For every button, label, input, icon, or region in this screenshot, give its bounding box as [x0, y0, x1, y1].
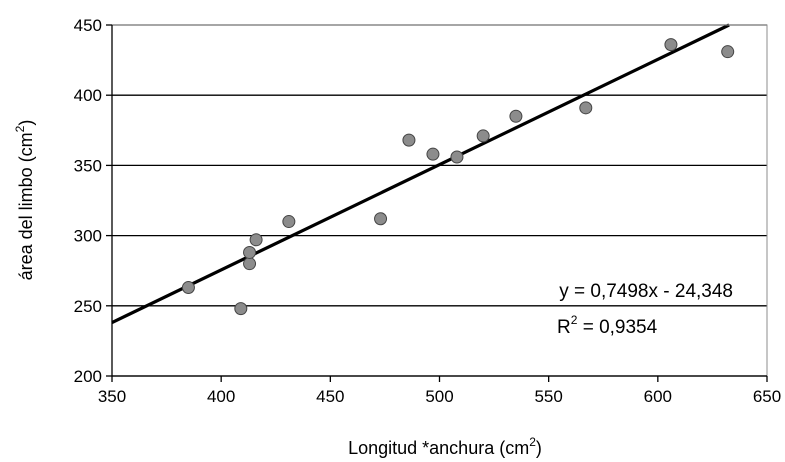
data-point: [402, 133, 416, 147]
data-point: [450, 150, 464, 164]
y-tick-label: 350: [74, 156, 102, 175]
trendline: [111, 23, 730, 324]
data-point: [249, 233, 263, 247]
data-point: [243, 257, 257, 271]
y-tick-label: 450: [74, 16, 102, 35]
x-tick-label: 450: [316, 387, 344, 406]
y-axis-title: área del limbo (cm2): [13, 120, 36, 281]
data-point: [509, 109, 523, 123]
y-tick-label: 400: [74, 86, 102, 105]
x-tick-label: 500: [425, 387, 453, 406]
trendline-layer: [111, 23, 730, 324]
y-tick-labels: 200 250 300 350 400 450: [74, 16, 112, 386]
y-tick-label: 200: [74, 367, 102, 386]
x-tick-label: 400: [207, 387, 235, 406]
data-points: [181, 38, 735, 316]
x-tick-label: 350: [98, 387, 126, 406]
data-point: [476, 129, 490, 143]
data-point: [282, 215, 296, 229]
y-tick-label: 250: [74, 297, 102, 316]
x-tick-label: 650: [753, 387, 781, 406]
x-axis-title: Longitud *anchura (cm2): [348, 435, 542, 458]
r-squared-label: R2 = 0,9354: [557, 313, 658, 338]
data-point: [234, 302, 248, 316]
data-point: [426, 147, 440, 161]
data-point: [374, 212, 388, 226]
data-point: [721, 45, 735, 59]
trendline-equation: y = 0,7498x - 24,348: [559, 281, 733, 302]
x-tick-label: 600: [644, 387, 672, 406]
x-tick-label: 550: [534, 387, 562, 406]
plot-frame: [111, 24, 768, 377]
data-point: [579, 101, 593, 115]
y-tick-label: 300: [74, 227, 102, 246]
data-point: [664, 38, 678, 52]
data-point: [243, 245, 257, 259]
x-tick-labels: 350 400 450 500 550 600 650: [98, 376, 781, 406]
data-point: [181, 281, 195, 295]
plot-area-border: [111, 24, 768, 377]
gridlines: [112, 24, 767, 377]
